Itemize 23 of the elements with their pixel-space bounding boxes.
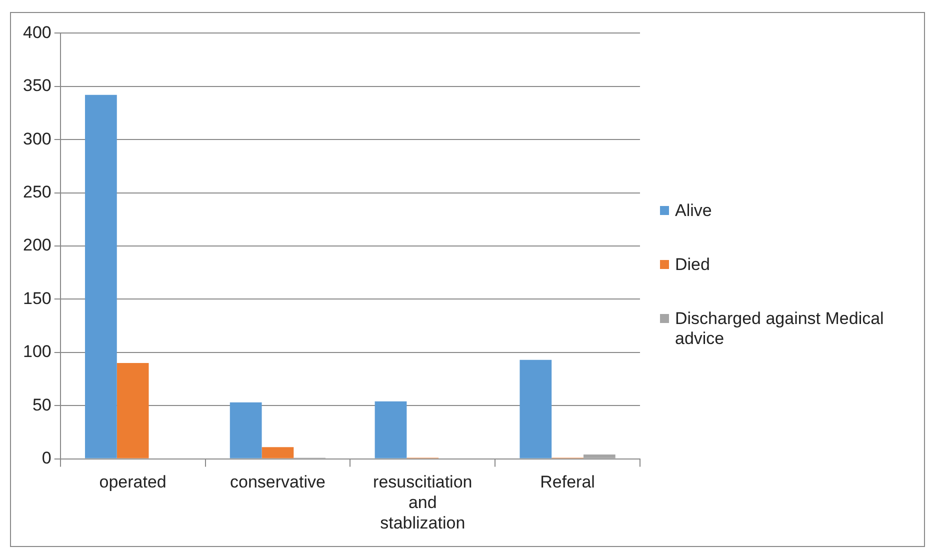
- y-tick-label: 350: [22, 76, 52, 96]
- y-tick-label: 400: [22, 22, 52, 42]
- bar: [374, 401, 407, 458]
- y-tick-label: 300: [22, 129, 52, 148]
- x-tick-label: Referal: [540, 472, 595, 492]
- bar: [116, 363, 149, 458]
- legend-label: Died: [675, 255, 710, 275]
- y-tick-label: 200: [22, 236, 52, 255]
- bar: [85, 94, 117, 458]
- x-tick-label: conservative: [230, 472, 326, 492]
- bar: [262, 447, 294, 458]
- y-tick-label: 100: [22, 342, 52, 362]
- y-tick-label: 50: [32, 395, 52, 414]
- x-tick-label: operated: [99, 472, 166, 492]
- y-tick-label: 150: [22, 288, 52, 308]
- legend-label: Alive: [675, 201, 712, 221]
- x-tick-label: resuscitiation and stablization: [373, 472, 472, 532]
- bar: [583, 454, 616, 458]
- bar: [520, 360, 552, 458]
- y-tick-label: 250: [22, 182, 52, 202]
- legend-label: Discharged against Medical advice: [675, 309, 885, 349]
- bar: [230, 402, 262, 458]
- y-tick-label: 0: [42, 448, 52, 468]
